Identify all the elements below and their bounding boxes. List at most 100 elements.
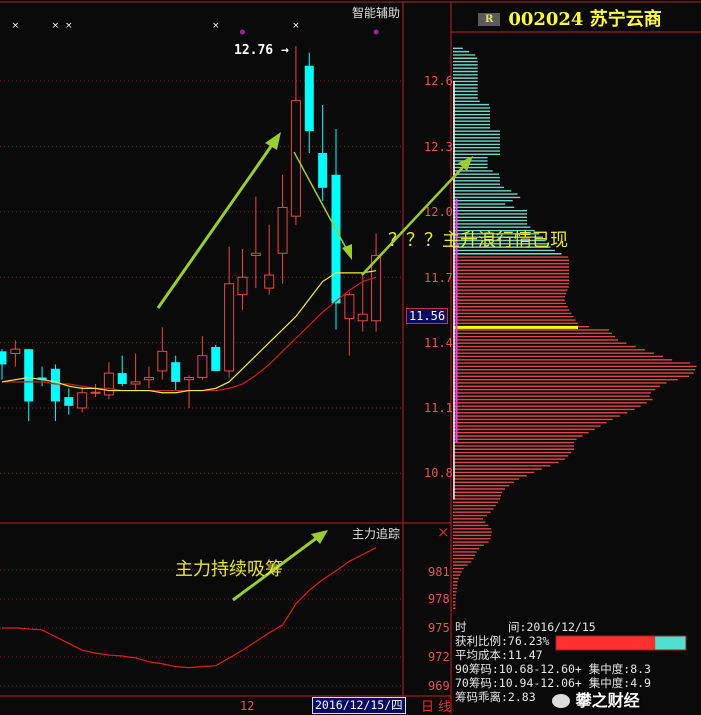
candle-body xyxy=(64,397,74,406)
candle xyxy=(237,248,248,310)
arrow-head-3 xyxy=(458,156,473,171)
candle-body xyxy=(10,348,21,355)
candle-body xyxy=(211,346,221,371)
candle-body xyxy=(318,152,328,188)
arrow-up-3 xyxy=(232,535,319,602)
chip-70: 70筹码:10.94-12.06+ 集中度:4.9 xyxy=(455,676,651,690)
stock-title: R 002024 苏宁云商 xyxy=(478,5,662,31)
candle xyxy=(143,366,154,389)
arrow-up-1 xyxy=(156,144,274,309)
candle xyxy=(290,46,301,225)
y-tick: 11.7 xyxy=(424,271,453,285)
watermark-text: 攀之财经 xyxy=(575,691,640,710)
main-force-line xyxy=(2,547,377,669)
profit-bar-frame xyxy=(555,635,687,651)
candle-body xyxy=(184,376,195,381)
candle xyxy=(264,224,275,295)
chip-date: 时 间:2016/12/15 xyxy=(455,620,596,634)
candle xyxy=(64,388,74,415)
sub-annotation: 主力持续吸筹 xyxy=(175,559,283,580)
high-value: 12.76 xyxy=(234,43,274,58)
profit-ratio: 获利比例:76.23% xyxy=(455,634,550,648)
x-tick: 12 xyxy=(240,699,255,713)
candle xyxy=(250,196,261,289)
candle-body xyxy=(344,294,355,320)
chip-90: 90筹码:10.68-12.60+ 集中度:8.3 xyxy=(455,662,651,676)
high-price-label: 12.76 → xyxy=(234,43,289,58)
chip-deviation: 筹码乖离:2.83 xyxy=(455,690,536,704)
candle-body xyxy=(250,252,261,256)
stock-name: 苏宁云商 xyxy=(589,9,662,30)
candle-body xyxy=(237,276,248,296)
candle-body xyxy=(224,283,235,372)
candle-body xyxy=(77,392,88,409)
sub-indicator xyxy=(2,547,377,669)
candle-body xyxy=(290,100,301,217)
candle xyxy=(157,327,168,380)
candle xyxy=(371,233,382,332)
candle-body xyxy=(331,174,341,304)
dot-marker xyxy=(373,29,379,35)
candle-body xyxy=(197,355,208,378)
candle-body xyxy=(117,373,127,385)
arrow-head-4 xyxy=(311,530,328,544)
chip-distribution xyxy=(453,47,697,609)
candle-body xyxy=(171,362,181,382)
candle-body xyxy=(157,350,168,372)
sub-y-tick: 969 xyxy=(428,679,450,693)
candle xyxy=(0,349,7,380)
close-icon[interactable]: × xyxy=(437,523,450,541)
candle xyxy=(90,384,101,398)
candle xyxy=(37,366,47,387)
top-markers: × × × × × xyxy=(12,21,379,35)
y-tick: 11.4 xyxy=(424,336,453,350)
candle xyxy=(344,292,355,356)
candle-body xyxy=(143,376,154,381)
indicator-label[interactable]: 智能辅助 xyxy=(352,6,401,20)
cross-marker: × xyxy=(292,21,300,31)
r-badge: R xyxy=(478,13,501,26)
candle xyxy=(117,355,127,387)
moving-averages xyxy=(1,270,377,394)
sub-y-tick: 975 xyxy=(428,621,450,635)
period-button[interactable]: 日 线 xyxy=(421,700,452,715)
arrow-head-2 xyxy=(342,244,352,260)
candle xyxy=(184,375,195,408)
arrow-right-icon: → xyxy=(280,43,289,58)
candle xyxy=(77,386,88,413)
y-tick: 11.1 xyxy=(424,401,453,415)
sub-y-tick: 972 xyxy=(428,650,450,664)
candle-body xyxy=(0,351,7,365)
profit-bar-profit xyxy=(556,636,656,650)
candle-body xyxy=(103,372,114,396)
candle xyxy=(277,174,288,284)
cross-marker: × xyxy=(52,21,60,31)
sub-y-tick: 981 xyxy=(428,565,450,579)
sub-panel-title[interactable]: 主力追踪 xyxy=(352,527,401,541)
stock-code: 002024 xyxy=(508,9,584,30)
annotation-arrows xyxy=(156,132,473,602)
candle xyxy=(197,336,208,380)
candlesticks xyxy=(0,46,382,422)
candle xyxy=(357,272,368,332)
candle xyxy=(103,362,114,400)
candle xyxy=(130,353,141,391)
date-box: 2016/12/15/四 xyxy=(312,697,406,714)
candle-body xyxy=(37,377,47,380)
sub-y-tick: 978 xyxy=(428,592,450,606)
candle xyxy=(211,344,221,371)
watermark: 攀之财经 xyxy=(552,691,640,710)
candle xyxy=(304,52,314,153)
dot-marker xyxy=(239,29,245,35)
y-tick: 10.8 xyxy=(424,466,453,480)
y-tick: 12.3 xyxy=(424,140,453,154)
candle-body xyxy=(130,381,141,385)
candle xyxy=(10,340,21,367)
avg-cost: 平均成本:11.47 xyxy=(455,648,543,662)
candle-body xyxy=(371,254,382,322)
wechat-icon xyxy=(552,694,570,708)
candle-body xyxy=(264,274,275,289)
cross-marker: × xyxy=(65,21,73,31)
candle xyxy=(171,355,181,391)
